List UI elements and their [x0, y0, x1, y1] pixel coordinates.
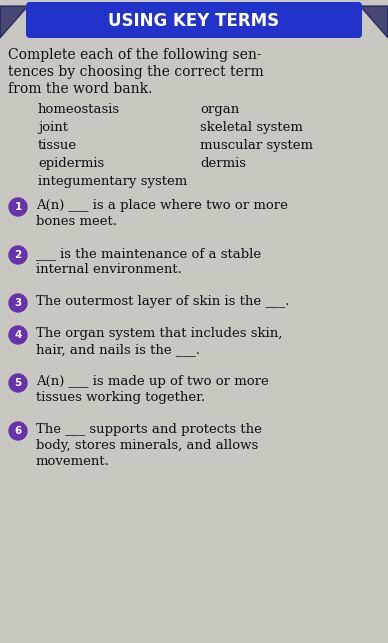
- Circle shape: [9, 422, 27, 440]
- Circle shape: [9, 198, 27, 216]
- FancyBboxPatch shape: [26, 2, 362, 38]
- Text: 5: 5: [14, 378, 22, 388]
- Text: organ: organ: [200, 103, 239, 116]
- Text: 6: 6: [14, 426, 22, 436]
- Polygon shape: [0, 6, 28, 38]
- Text: tences by choosing the correct term: tences by choosing the correct term: [8, 65, 264, 79]
- Text: 4: 4: [14, 330, 22, 340]
- Text: internal environment.: internal environment.: [36, 263, 182, 276]
- Text: Complete each of the following sen-: Complete each of the following sen-: [8, 48, 262, 62]
- Circle shape: [9, 326, 27, 344]
- Text: skeletal system: skeletal system: [200, 121, 303, 134]
- Text: 3: 3: [14, 298, 22, 308]
- Text: from the word bank.: from the word bank.: [8, 82, 152, 96]
- Text: A(n) ___ is made up of two or more: A(n) ___ is made up of two or more: [36, 375, 269, 388]
- Circle shape: [9, 374, 27, 392]
- Text: The organ system that includes skin,: The organ system that includes skin,: [36, 327, 282, 340]
- Text: epidermis: epidermis: [38, 157, 104, 170]
- Text: tissues working together.: tissues working together.: [36, 391, 205, 404]
- Circle shape: [9, 246, 27, 264]
- Text: ___ is the maintenance of a stable: ___ is the maintenance of a stable: [36, 247, 261, 260]
- Text: joint: joint: [38, 121, 68, 134]
- Text: 2: 2: [14, 250, 22, 260]
- Text: The outermost layer of skin is the ___.: The outermost layer of skin is the ___.: [36, 295, 289, 308]
- Text: tissue: tissue: [38, 139, 77, 152]
- Text: movement.: movement.: [36, 455, 110, 468]
- Text: body, stores minerals, and allows: body, stores minerals, and allows: [36, 439, 258, 452]
- Text: The ___ supports and protects the: The ___ supports and protects the: [36, 423, 262, 436]
- Text: homeostasis: homeostasis: [38, 103, 120, 116]
- Text: integumentary system: integumentary system: [38, 175, 187, 188]
- Text: 1: 1: [14, 202, 22, 212]
- Text: A(n) ___ is a place where two or more: A(n) ___ is a place where two or more: [36, 199, 288, 212]
- Circle shape: [9, 294, 27, 312]
- Polygon shape: [360, 6, 388, 38]
- Text: USING KEY TERMS: USING KEY TERMS: [108, 12, 280, 30]
- Text: muscular system: muscular system: [200, 139, 313, 152]
- Text: hair, and nails is the ___.: hair, and nails is the ___.: [36, 343, 200, 356]
- Text: dermis: dermis: [200, 157, 246, 170]
- Text: bones meet.: bones meet.: [36, 215, 117, 228]
